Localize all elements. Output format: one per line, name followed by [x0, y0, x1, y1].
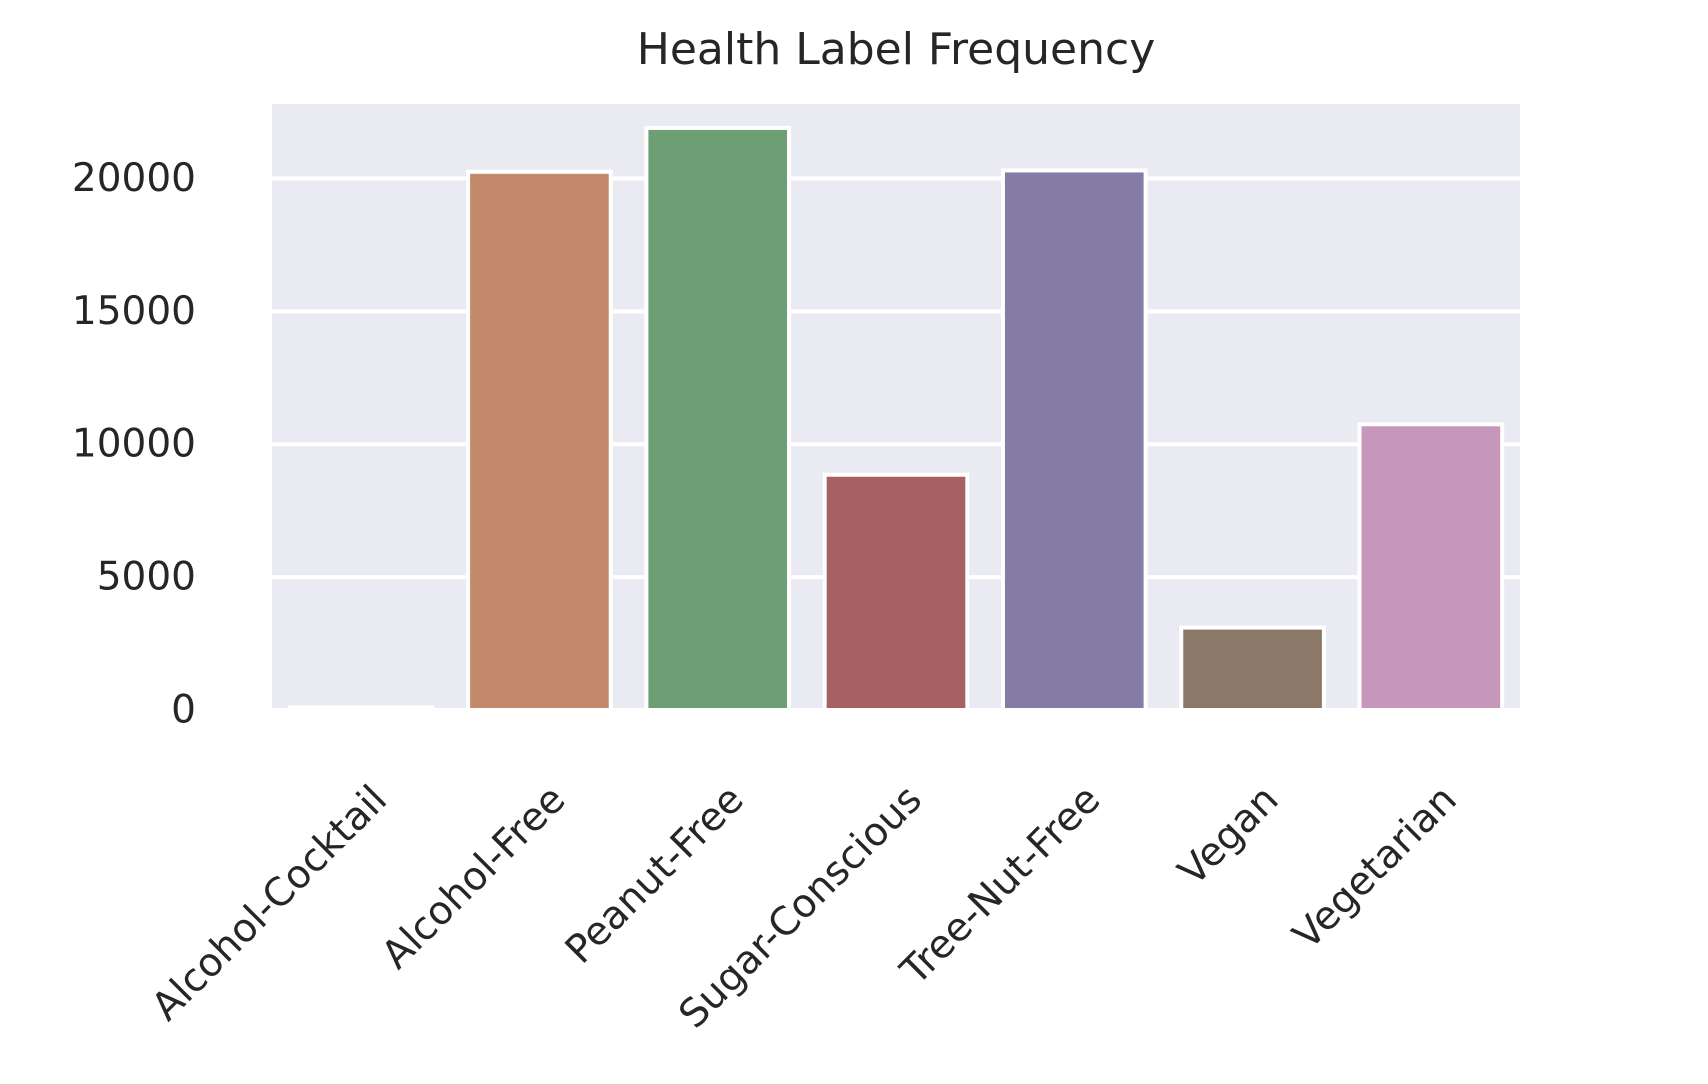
chart-title: Health Label Frequency — [637, 24, 1155, 75]
bar-peanut-free — [644, 125, 792, 712]
x-tick-labels: Alcohol-CocktailAlcohol-FreePeanut-FreeS… — [143, 777, 1465, 1037]
x-tick-label: Peanut-Free — [557, 777, 753, 973]
bar-alcohol-cocktail — [287, 705, 435, 712]
bar-vegan — [1179, 625, 1326, 713]
y-tick-label: 5000 — [97, 555, 196, 600]
y-tick-label: 20000 — [72, 156, 196, 201]
bar-vegetarian — [1357, 422, 1505, 712]
x-tick-label: Vegetarian — [1285, 777, 1466, 958]
x-tick-label: Alcohol-Cocktail — [143, 777, 396, 1030]
bar-alcohol-free — [466, 169, 613, 713]
y-tick-labels: 0 5000 10000 15000 20000 — [72, 156, 196, 733]
bar-tree-nut-free — [1000, 168, 1148, 712]
y-tick-label: 0 — [171, 688, 196, 733]
x-tick-label: Alcohol-Free — [373, 777, 574, 978]
y-tick-label: 10000 — [72, 422, 196, 467]
bar-sugar-conscious — [822, 472, 970, 712]
bars — [287, 125, 1505, 713]
x-tick-label: Vegan — [1170, 777, 1287, 894]
y-tick-label: 15000 — [72, 289, 196, 334]
